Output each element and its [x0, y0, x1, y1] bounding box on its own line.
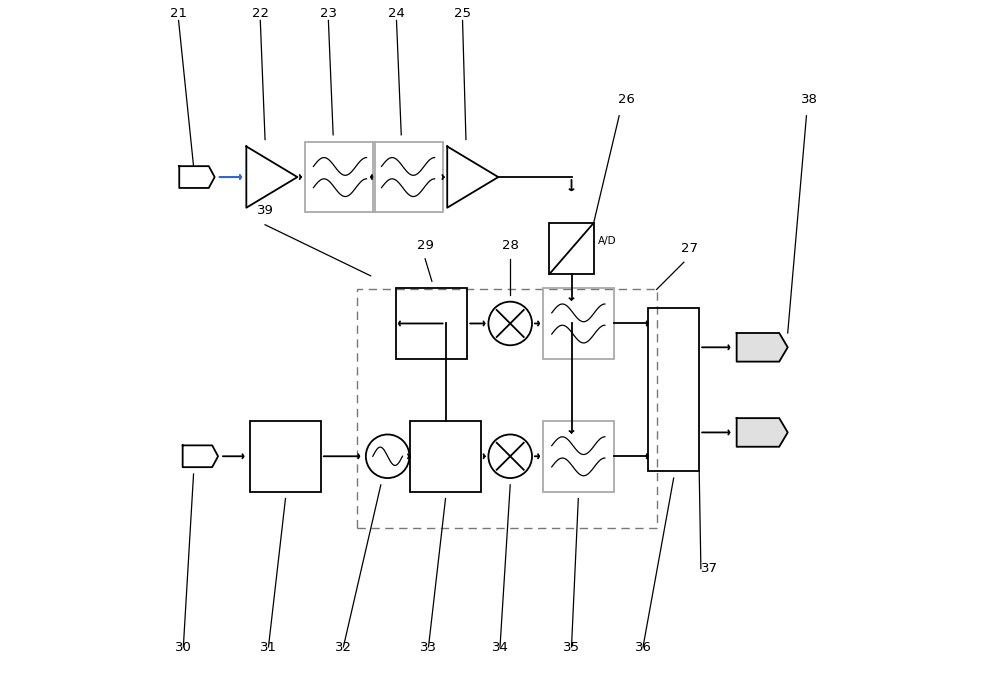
Text: 26: 26 — [618, 93, 634, 106]
Text: 27: 27 — [681, 242, 698, 255]
Text: 34: 34 — [492, 641, 508, 654]
Text: 39: 39 — [257, 204, 273, 217]
Text: 36: 36 — [635, 641, 651, 654]
Text: 35: 35 — [563, 641, 580, 654]
Bar — [250, 421, 321, 492]
Text: 22: 22 — [252, 7, 269, 20]
Text: 38: 38 — [801, 93, 818, 106]
Bar — [396, 288, 467, 359]
Text: 29: 29 — [417, 239, 434, 252]
Text: 28: 28 — [502, 239, 519, 252]
Bar — [543, 288, 614, 359]
Text: 37: 37 — [701, 563, 718, 575]
Bar — [357, 289, 657, 528]
Bar — [648, 308, 699, 471]
Text: 31: 31 — [260, 641, 277, 654]
Text: 30: 30 — [175, 641, 192, 654]
Text: 23: 23 — [320, 7, 337, 20]
Text: 33: 33 — [420, 641, 437, 654]
Bar — [543, 421, 614, 492]
Text: 32: 32 — [335, 641, 352, 654]
Polygon shape — [737, 418, 788, 447]
Text: A/D: A/D — [598, 236, 616, 246]
Bar — [549, 223, 594, 274]
Bar — [410, 421, 481, 492]
Polygon shape — [737, 333, 788, 362]
Bar — [373, 142, 443, 212]
Text: 24: 24 — [388, 7, 405, 20]
Text: 21: 21 — [170, 7, 187, 20]
Bar — [305, 142, 375, 212]
Text: 25: 25 — [454, 7, 471, 20]
